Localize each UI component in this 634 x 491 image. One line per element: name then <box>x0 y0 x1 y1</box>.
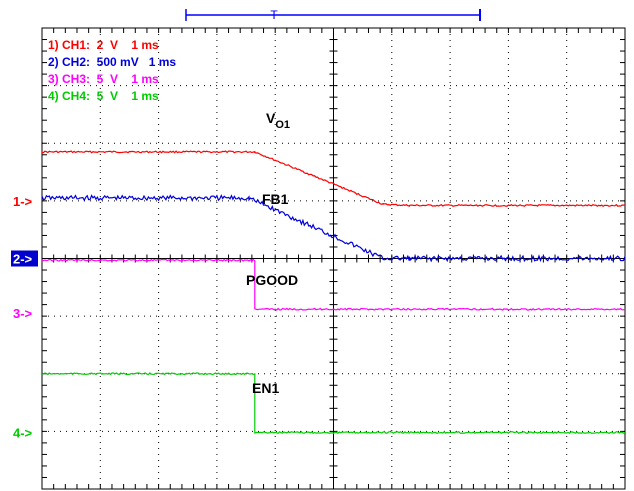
trace-label-ch4: EN1 <box>252 380 279 396</box>
trace-label-main: PGOOD <box>246 272 298 288</box>
marker-bg-ch2 <box>11 250 38 267</box>
trace-label-ch2: FB1 <box>262 191 289 207</box>
trace-label-subscript: O1 <box>275 119 290 131</box>
trace-ch4 <box>41 372 626 435</box>
trace-labels: VO1 FB1 PGOOD EN1 <box>246 110 298 396</box>
trigger-marker-label: T <box>270 8 278 22</box>
trace-label-main: V <box>266 110 276 126</box>
traces <box>41 150 626 435</box>
channel-legend: 1) CH1: 2 V 1 ms 2) CH2: 500 mV 1 ms 3) CH… <box>48 38 176 103</box>
graticule <box>41 27 626 490</box>
marker-ch1: 1-> <box>13 194 33 209</box>
marker-ch4: 4-> <box>13 426 33 441</box>
marker-ch3: 3-> <box>13 306 33 321</box>
trace-ch1 <box>41 150 626 208</box>
marker-ch2: 2-> <box>13 252 33 267</box>
legend-ch3: 3) CH3: 5 V 1 ms <box>48 72 159 86</box>
trace-ch2 <box>41 194 626 263</box>
trace-label-main: FB1 <box>262 191 289 207</box>
legend-ch1: 1) CH1: 2 V 1 ms <box>48 38 159 52</box>
legend-ch4: 4) CH4: 5 V 1 ms <box>48 89 159 103</box>
trace-label-ch1: VO1 <box>266 110 290 131</box>
trace-label-main: EN1 <box>252 380 279 396</box>
trace-ch3 <box>41 258 626 311</box>
trigger-bar: T <box>185 8 481 22</box>
trace-label-ch3: PGOOD <box>246 272 298 288</box>
legend-ch2: 2) CH2: 500 mV 1 ms <box>48 55 176 69</box>
channel-markers: 1-> 2-> 3-> 4-> <box>11 194 38 441</box>
